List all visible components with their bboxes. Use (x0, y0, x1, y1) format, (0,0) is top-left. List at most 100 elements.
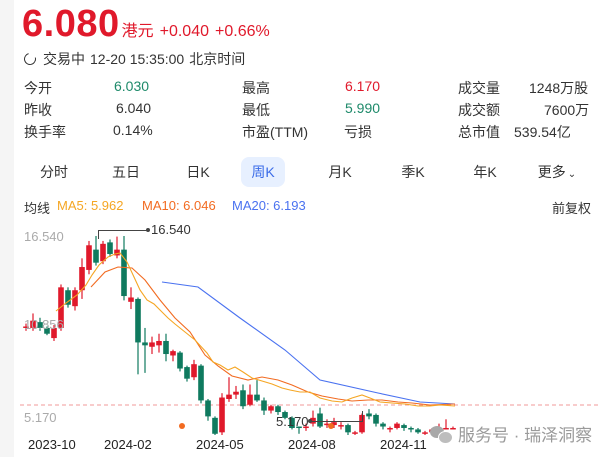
candle-body (352, 432, 358, 434)
candle-body (345, 425, 351, 433)
watermark: 服务号 · 瑞泽洞察 (430, 421, 592, 446)
stat-label-pe-ttm: 市盈(TTM) (242, 124, 309, 140)
status-text: 交易中 (43, 51, 85, 67)
candle-body (303, 426, 309, 429)
candle-body (296, 426, 302, 429)
candle-body (275, 406, 281, 413)
candle-body (254, 394, 260, 401)
stats-row: 昨收 6.040 最低 5.990 成交额 7600万 (24, 100, 594, 122)
candle-body (331, 422, 337, 426)
candle-body (268, 406, 274, 411)
ma10-line (90, 266, 456, 406)
stats-row: 换手率 0.14% 市盈(TTM) 亏损 总市值 539.54亿 (24, 122, 594, 144)
candle-body (415, 429, 421, 433)
x-axis-label: 2023-10 (28, 437, 76, 452)
candle-body (366, 413, 372, 417)
candle-body (149, 342, 155, 347)
candle-body (373, 414, 379, 424)
candle-body (247, 394, 253, 405)
candle-body (93, 249, 99, 263)
y-axis-mid-label: 10.856 (24, 317, 64, 332)
ma5-value: MA5: 5.962 (57, 198, 124, 213)
candle-body (51, 327, 57, 339)
candles-layer (20, 236, 600, 435)
stat-value-turnover-rate: 0.14% (113, 122, 153, 138)
candle-body (261, 400, 267, 411)
stock-quote-card (14, 0, 609, 457)
candle-body (37, 322, 43, 328)
kline-chart[interactable] (0, 220, 609, 435)
stat-value-volume: 1248万股 (529, 80, 589, 96)
price-change: +0.040 (159, 23, 209, 40)
candle-body (443, 427, 449, 430)
clock-icon (21, 50, 39, 68)
low-marker-line (310, 411, 363, 422)
candle-body (233, 391, 239, 395)
candle-body (205, 400, 211, 417)
candle-body (324, 423, 330, 426)
stat-value-prev-close: 6.040 (116, 100, 152, 116)
stat-value-low: 5.990 (345, 100, 381, 116)
candle-body (142, 342, 148, 346)
candle-body (177, 352, 183, 369)
candle-body (65, 290, 71, 305)
tab-daily-k[interactable]: 日K (186, 164, 210, 180)
stat-label-volume: 成交量 (458, 80, 500, 96)
stat-label-market-cap: 总市值 (458, 124, 500, 140)
ma10-value: MA10: 6.046 (142, 198, 216, 213)
x-axis-label: 2024-02 (104, 437, 152, 452)
candle-body (198, 365, 204, 401)
candle-body (191, 364, 197, 378)
adjust-mode-button[interactable]: 前复权 (552, 201, 592, 216)
tab-intraday[interactable]: 分时 (40, 164, 68, 180)
candle-body (72, 290, 78, 307)
stat-value-high: 6.170 (345, 78, 381, 94)
price-header: 6.080 港元 +0.040 +0.66% (22, 2, 270, 46)
stat-label-open: 今开 (24, 80, 52, 96)
stat-label-low: 最低 (242, 102, 270, 118)
ma-legend: 均线 MA5: 5.962 MA10: 6.046 MA20: 6.193 前复… (24, 198, 594, 216)
candle-body (401, 425, 407, 428)
candle-body (450, 427, 456, 430)
candle-body (310, 417, 316, 424)
ma20-value: MA20: 6.193 (232, 198, 306, 213)
candle-body (212, 417, 218, 434)
chevron-down-icon: ⌄ (567, 169, 577, 180)
tab-more-label: 更多 (537, 164, 566, 180)
candle-body (408, 427, 414, 430)
high-marker-label: 16.540 (151, 222, 191, 237)
tab-yearly-k[interactable]: 年K (473, 164, 497, 180)
x-axis-label: 2024-11 (380, 437, 427, 452)
event-dot[interactable] (179, 423, 185, 429)
tab-weekly-k[interactable]: 周K (241, 157, 285, 187)
tab-more[interactable]: 更多 ⌄ (532, 157, 582, 187)
ma-label: 均线 (24, 201, 51, 216)
currency-label: 港元 (121, 23, 154, 40)
high-marker-line (98, 230, 149, 239)
event-dot[interactable] (328, 423, 334, 429)
candle-body (23, 326, 29, 328)
candle-body (422, 432, 428, 434)
tab-monthly-k[interactable]: 月K (328, 164, 352, 180)
candle-body (219, 397, 225, 433)
stat-label-high: 最高 (242, 80, 270, 96)
candle-body (170, 351, 176, 356)
candle-body (240, 390, 246, 407)
stat-value-market-cap: 539.54亿 (514, 124, 571, 140)
tab-five-day[interactable]: 五日 (112, 164, 140, 180)
candle-body (289, 417, 295, 428)
candle-body (163, 340, 169, 355)
candle-body (30, 320, 36, 328)
y-axis-max-label: 16.540 (24, 229, 64, 244)
high-marker-dot (146, 228, 150, 232)
candle-body (107, 242, 113, 254)
candle-body (156, 340, 162, 346)
stat-label-prev-close: 昨收 (24, 102, 52, 118)
tab-quarterly-k[interactable]: 季K (401, 164, 425, 180)
price-change-percent: +0.66% (215, 23, 270, 40)
candle-body (394, 423, 400, 428)
stat-value-pe-ttm: 亏损 (344, 124, 372, 140)
candle-body (135, 298, 141, 343)
y-axis-min-label: 5.170 (24, 410, 57, 425)
trading-status: 交易中 12-20 15:35:00 北京时间 (21, 49, 250, 69)
